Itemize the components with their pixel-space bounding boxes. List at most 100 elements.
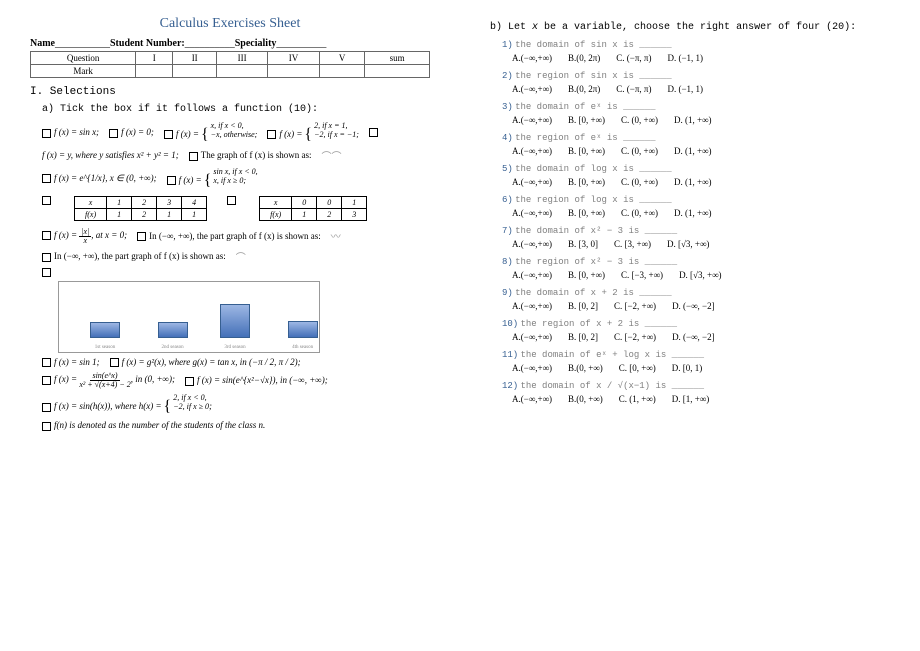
option[interactable]: B.(0, +∞) <box>568 363 603 373</box>
option[interactable]: D. [√3, +∞) <box>679 270 721 280</box>
option[interactable]: C. (0, +∞) <box>621 208 658 218</box>
question: 9) the domain of x + 2 is ______ <box>502 287 890 298</box>
option[interactable]: C. (−π, π) <box>616 84 651 94</box>
bar-chart: 1st season 2nd season 3rd season 4th sea… <box>58 281 320 353</box>
option[interactable]: B.(0, 2π) <box>568 53 600 63</box>
questions-container: 1) the domain of sin x is ______ A.(−∞,+∞… <box>490 39 890 404</box>
score-table: QuestionIIIIIIIVVsum Mark <box>30 51 430 78</box>
option[interactable]: B. [0, 2] <box>568 301 598 311</box>
checkbox[interactable] <box>42 422 51 431</box>
checkbox[interactable] <box>369 128 378 137</box>
option[interactable]: A.(−∞,+∞) <box>512 270 552 280</box>
option[interactable]: B. [0, +∞) <box>568 177 605 187</box>
question: 12) the domain of x / √(x−1) is ______ <box>502 380 890 391</box>
checkbox[interactable] <box>42 129 51 138</box>
line-6: f (x) = sin 1; f (x) = g²(x), where g(x)… <box>42 357 430 367</box>
checkbox[interactable] <box>164 130 173 139</box>
option[interactable]: C. (0, +∞) <box>621 115 658 125</box>
line-9: f(n) is denoted as the number of the stu… <box>42 420 430 430</box>
option[interactable]: C. (−π, π) <box>616 53 651 63</box>
checkbox[interactable] <box>42 403 51 412</box>
option[interactable]: A.(−∞,+∞) <box>512 301 552 311</box>
line-2: f (x) = y, where y satisfies x² + y² = 1… <box>42 148 430 163</box>
question: 1) the domain of sin x is ______ <box>502 39 890 50</box>
checkbox[interactable] <box>109 129 118 138</box>
checkbox[interactable] <box>167 176 176 185</box>
line-1: f (x) = sin x; f (x) = 0; f (x) ={x, if … <box>42 121 430 144</box>
option[interactable]: C. (0, +∞) <box>621 146 658 156</box>
option[interactable]: D. (1, +∞) <box>674 177 712 187</box>
checkbox[interactable] <box>42 174 51 183</box>
option[interactable]: B.(0, +∞) <box>568 394 603 404</box>
checkbox[interactable] <box>185 377 194 386</box>
line-8: f (x) = sin(h(x)), where h(x) ={2, if x … <box>42 393 430 416</box>
option[interactable]: D. (−∞, −2] <box>672 332 715 342</box>
option[interactable]: C. (0, +∞) <box>621 177 658 187</box>
student-number-label: Student Number: <box>110 38 185 49</box>
checkbox[interactable] <box>189 152 198 161</box>
option[interactable]: B. [0, +∞) <box>568 146 605 156</box>
options: A.(−∞,+∞) B.(0, +∞) C. (1, +∞) D. [1, +∞) <box>512 394 890 404</box>
option[interactable]: C. [−2, +∞) <box>614 301 656 311</box>
option[interactable]: C. [−3, +∞) <box>621 270 663 280</box>
option[interactable]: A.(−∞,+∞) <box>512 177 552 187</box>
option[interactable]: D. (−1, 1) <box>667 84 703 94</box>
option[interactable]: A.(−∞,+∞) <box>512 146 552 156</box>
option[interactable]: D. (1, +∞) <box>674 208 712 218</box>
options: A.(−∞,+∞) B. [0, 2] C. [−2, +∞) D. (−∞, −2] <box>512 332 890 342</box>
bar-4 <box>288 321 318 338</box>
header-line: Name___________Student Number:__________… <box>30 38 430 49</box>
option[interactable]: D. [√3, +∞) <box>667 239 709 249</box>
question: 4) the region of eˣ is ______ <box>502 132 890 143</box>
option[interactable]: D. (−1, 1) <box>667 53 703 63</box>
option[interactable]: B. [0, +∞) <box>568 208 605 218</box>
option[interactable]: C. [−2, +∞) <box>614 332 656 342</box>
option[interactable]: B.(0, 2π) <box>568 84 600 94</box>
option[interactable]: D. (−∞, −2] <box>672 301 715 311</box>
question: 7) the domain of x² − 3 is ______ <box>502 225 890 236</box>
bar-1 <box>90 322 120 338</box>
option[interactable]: B. [0, +∞) <box>568 115 605 125</box>
checkbox[interactable] <box>42 253 51 262</box>
option[interactable]: D. (1, +∞) <box>674 146 712 156</box>
option[interactable]: A.(−∞,+∞) <box>512 208 552 218</box>
options: A.(−∞,+∞) B.(0, 2π) C. (−π, π) D. (−1, 1) <box>512 53 890 63</box>
option[interactable]: B. [0, 2] <box>568 332 598 342</box>
options: A.(−∞,+∞) B. [0, +∞) C. (0, +∞) D. (1, +∞) <box>512 208 890 218</box>
option[interactable]: A.(−∞,+∞) <box>512 84 552 94</box>
option[interactable]: A.(−∞,+∞) <box>512 115 552 125</box>
option[interactable]: A.(−∞,+∞) <box>512 239 552 249</box>
checkbox[interactable] <box>42 268 51 277</box>
line-4: f (x) = |x|x, at x = 0; In (−∞, +∞), the… <box>42 227 430 245</box>
question: 5) the domain of log x is ______ <box>502 163 890 174</box>
option[interactable]: A.(−∞,+∞) <box>512 363 552 373</box>
line-5: In (−∞, +∞), the part graph of f (x) is … <box>42 249 430 264</box>
option[interactable]: D. [1, +∞) <box>672 394 710 404</box>
option[interactable]: D. [0, 1) <box>672 363 703 373</box>
question: 2) the region of sin x is ______ <box>502 70 890 81</box>
option[interactable]: B. [0, +∞) <box>568 270 605 280</box>
checkbox[interactable] <box>42 358 51 367</box>
bar-3 <box>220 304 250 338</box>
squiggle-icon: ⌒⌒ <box>321 148 341 163</box>
checkbox[interactable] <box>42 376 51 385</box>
checkbox[interactable] <box>42 196 51 205</box>
checkbox[interactable] <box>137 232 146 241</box>
option[interactable]: C. [0, +∞) <box>619 363 656 373</box>
options: A.(−∞,+∞) B. [0, +∞) C. [−3, +∞) D. [√3, +∞… <box>512 270 890 280</box>
option[interactable]: B. [3, 0] <box>568 239 598 249</box>
option[interactable]: A.(−∞,+∞) <box>512 332 552 342</box>
options: A.(−∞,+∞) B.(0, 2π) C. (−π, π) D. (−1, 1) <box>512 84 890 94</box>
question: 8) the region of x² − 3 is ______ <box>502 256 890 267</box>
option[interactable]: A.(−∞,+∞) <box>512 394 552 404</box>
option[interactable]: A.(−∞,+∞) <box>512 53 552 63</box>
squiggle-icon: 〰 <box>331 228 341 243</box>
checkbox[interactable] <box>42 231 51 240</box>
checkbox[interactable] <box>227 196 236 205</box>
option[interactable]: C. [3, +∞) <box>614 239 651 249</box>
checkbox[interactable] <box>267 130 276 139</box>
option[interactable]: D. (1, +∞) <box>674 115 712 125</box>
options: A.(−∞,+∞) B. [3, 0] C. [3, +∞) D. [√3, +∞) <box>512 239 890 249</box>
checkbox[interactable] <box>110 358 119 367</box>
option[interactable]: C. (1, +∞) <box>619 394 656 404</box>
